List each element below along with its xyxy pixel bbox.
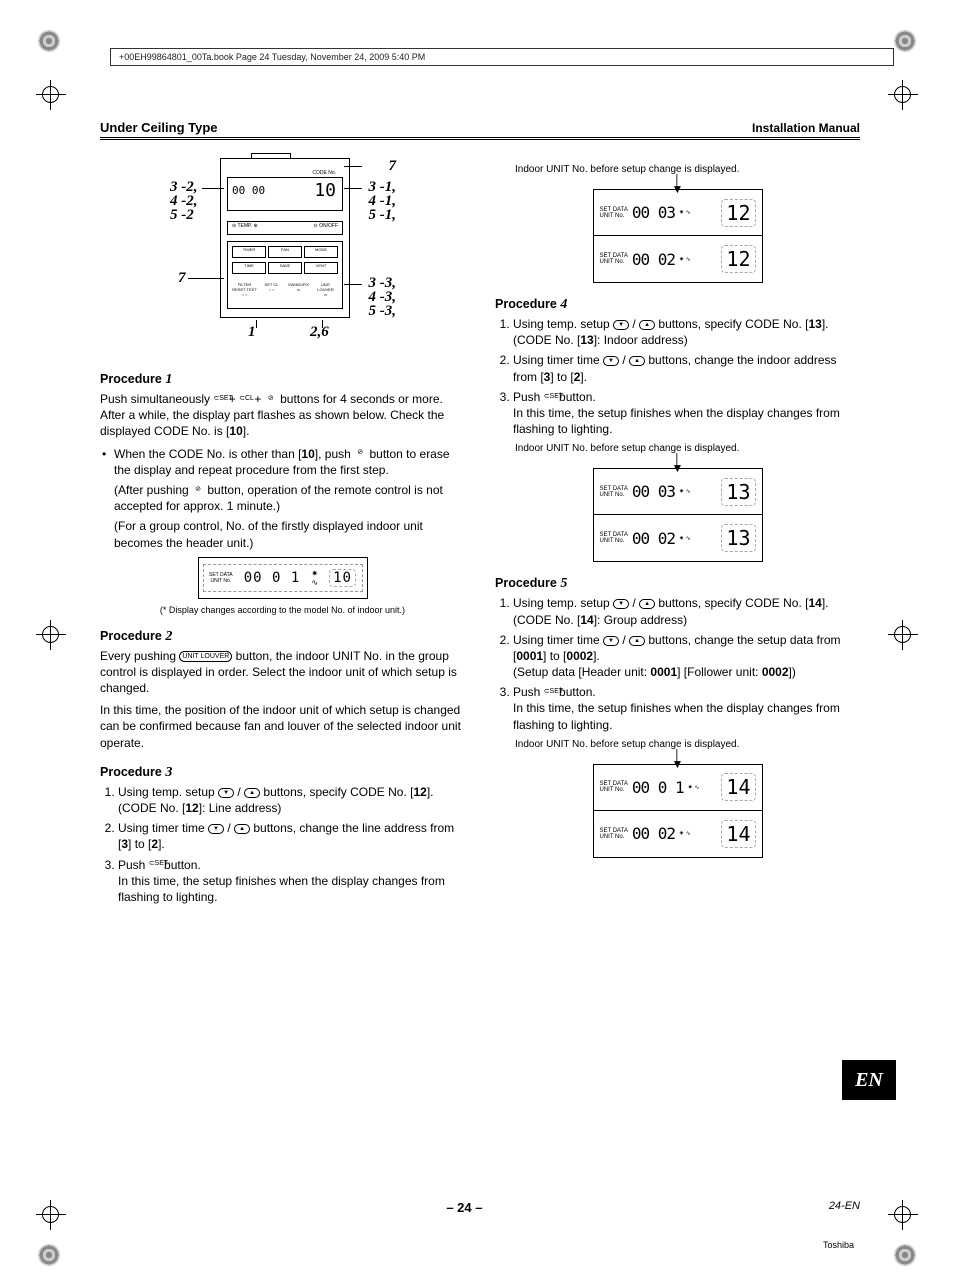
temp-down-icon: ▼ bbox=[613, 320, 629, 330]
right-column: Indoor UNIT No. before setup change is d… bbox=[495, 158, 860, 909]
timer-down-icon: ▼ bbox=[603, 636, 619, 646]
arrow-2: │▼ bbox=[495, 456, 860, 472]
proc2-p1: Every pushing UNIT LOUVER button, the in… bbox=[100, 648, 465, 697]
proc1-lcd: SET DATAUNIT No. 00 0 1 ✷∿ 10 bbox=[198, 557, 368, 599]
callout-7-left: 7 bbox=[178, 270, 186, 287]
proc4-steps: Using temp. setup ▼ / ▲ buttons, specify… bbox=[495, 316, 860, 437]
proc3-steps: Using temp. setup ▼ / ▲ buttons, specify… bbox=[100, 784, 465, 905]
crop-cross-ml bbox=[36, 620, 66, 650]
proc1-lcd-note: (* Display changes according to the mode… bbox=[100, 605, 465, 615]
header-right: Installation Manual bbox=[752, 121, 860, 135]
footer-right: 24-EN bbox=[829, 1200, 860, 1215]
proc2-p2: In this time, the position of the indoor… bbox=[100, 702, 465, 751]
set-button-icon-2: ⊂SET bbox=[149, 859, 161, 871]
lcd-r3: SET DATAUNIT No. 00 0 1 ✷ ∿ 14 SET DATAU… bbox=[593, 764, 763, 858]
proc4-s1: Using temp. setup ▼ / ▲ buttons, specify… bbox=[513, 316, 860, 348]
proc1-group: (For a group control, No. of the firstly… bbox=[100, 518, 465, 550]
proc5-heading: Procedure 5 bbox=[495, 576, 860, 592]
callout-right-1: 3 -1, 4 -1, 5 -1, bbox=[369, 180, 397, 222]
proc2-heading: Procedure 2 bbox=[100, 629, 465, 645]
proc5-s2: Using timer time ▼ / ▲ buttons, change t… bbox=[513, 632, 860, 681]
crop-mark-tr bbox=[894, 30, 916, 52]
language-tab: EN bbox=[842, 1060, 896, 1100]
unit-louver-button-icon: UNIT LOUVER bbox=[179, 651, 232, 662]
proc1-after: (After pushing ⊘ button, operation of th… bbox=[100, 482, 465, 514]
left-column: 00 00 10 CODE No. ⊖ TEMP. ⊕⊙ ON/OFF TIME… bbox=[100, 158, 465, 909]
timer-up-icon: ▲ bbox=[629, 636, 645, 646]
cl-button-icon: ⊂CL bbox=[239, 394, 251, 406]
proc3-s2: Using timer time ▼ / ▲ buttons, change t… bbox=[118, 820, 465, 852]
temp-down-icon: ▼ bbox=[218, 788, 234, 798]
temp-up-icon: ▲ bbox=[639, 320, 655, 330]
timer-down-icon: ▼ bbox=[603, 356, 619, 366]
crop-mark-tl bbox=[38, 30, 60, 52]
header-left: Under Ceiling Type bbox=[100, 120, 218, 135]
print-job-text: +00EH99864801_00Ta.book Page 24 Tuesday,… bbox=[119, 52, 425, 62]
lcd-r1: SET DATAUNIT No. 00 03 ✷ ∿ 12 SET DATAUN… bbox=[593, 189, 763, 283]
proc5-steps: Using temp. setup ▼ / ▲ buttons, specify… bbox=[495, 595, 860, 733]
timer-up-icon: ▲ bbox=[234, 824, 250, 834]
proc3-heading: Procedure 3 bbox=[100, 765, 465, 781]
crop-cross-tl bbox=[36, 80, 66, 110]
page-header: Under Ceiling Type Installation Manual bbox=[100, 120, 860, 138]
crop-cross-bl bbox=[36, 1200, 66, 1230]
test-button-icon: ⊘ bbox=[265, 394, 277, 406]
callout-7-top: 7 bbox=[389, 158, 397, 175]
callout-bottom-26: 2,6 bbox=[310, 324, 329, 341]
print-job-header: +00EH99864801_00Ta.book Page 24 Tuesday,… bbox=[110, 48, 894, 66]
r-caption-3: Indoor UNIT No. before setup change is d… bbox=[515, 739, 860, 750]
proc1-heading: Procedure 1 bbox=[100, 372, 465, 388]
proc1-p1: Push simultaneously ⊂SET + ⊂CL + ⊘ butto… bbox=[100, 391, 465, 440]
proc4-s3: Push ⊂SET button. In this time, the setu… bbox=[513, 389, 860, 438]
temp-down-icon: ▼ bbox=[613, 599, 629, 609]
proc3-s3: Push ⊂SET button. In this time, the setu… bbox=[118, 857, 465, 906]
footer-page: – 24 – bbox=[446, 1200, 482, 1215]
arrow-3: │▼ bbox=[495, 752, 860, 768]
set-button-icon: ⊂SET bbox=[213, 394, 225, 406]
brand-label: Toshiba bbox=[823, 1240, 854, 1250]
temp-up-icon: ▲ bbox=[639, 599, 655, 609]
callout-bottom-1: 1 bbox=[248, 324, 256, 341]
set-button-icon-3: ⊂SET bbox=[544, 392, 556, 404]
remote-figure: 00 00 10 CODE No. ⊖ TEMP. ⊕⊙ ON/OFF TIME… bbox=[100, 158, 465, 358]
proc4-heading: Procedure 4 bbox=[495, 297, 860, 313]
crop-cross-tr bbox=[888, 80, 918, 110]
callout-left-group: 3 -2, 4 -2, 5 -2 bbox=[170, 180, 198, 222]
page-content: Under Ceiling Type Installation Manual 0… bbox=[100, 120, 860, 909]
crop-mark-br bbox=[894, 1244, 916, 1266]
page-footer: – 24 – 24-EN bbox=[100, 1200, 860, 1215]
proc3-s1: Using temp. setup ▼ / ▲ buttons, specify… bbox=[118, 784, 465, 816]
crop-cross-br bbox=[888, 1200, 918, 1230]
proc5-s1: Using temp. setup ▼ / ▲ buttons, specify… bbox=[513, 595, 860, 627]
temp-up-icon: ▲ bbox=[244, 788, 260, 798]
timer-up-icon: ▲ bbox=[629, 356, 645, 366]
crop-mark-bl bbox=[38, 1244, 60, 1266]
callout-right-2: 3 -3, 4 -3, 5 -3, bbox=[369, 276, 397, 318]
r-caption-1: Indoor UNIT No. before setup change is d… bbox=[515, 164, 860, 175]
crop-cross-mr bbox=[888, 620, 918, 650]
test-button-icon-3: ⊘ bbox=[192, 485, 204, 497]
proc5-s3: Push ⊂SET button. In this time, the setu… bbox=[513, 684, 860, 733]
r-caption-2: Indoor UNIT No. before setup change is d… bbox=[515, 443, 860, 454]
proc1-bullet: When the CODE No. is other than [10], pu… bbox=[100, 446, 465, 478]
arrow-1: │▼ bbox=[495, 177, 860, 193]
set-button-icon-4: ⊂SET bbox=[544, 687, 556, 699]
test-button-icon-2: ⊘ bbox=[354, 448, 366, 460]
proc4-s2: Using timer time ▼ / ▲ buttons, change t… bbox=[513, 352, 860, 384]
timer-down-icon: ▼ bbox=[208, 824, 224, 834]
lcd-r2: SET DATAUNIT No. 00 03 ✷ ∿ 13 SET DATAUN… bbox=[593, 468, 763, 562]
